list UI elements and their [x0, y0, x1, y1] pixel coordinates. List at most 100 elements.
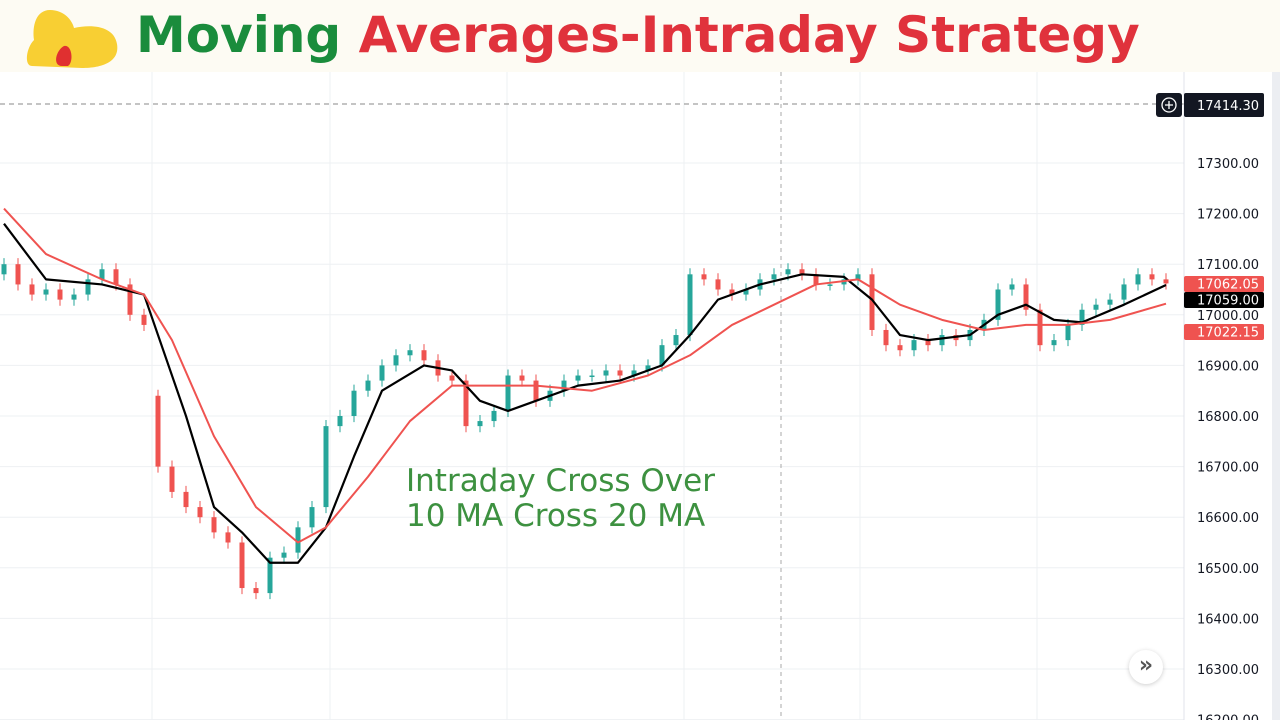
scroll-to-realtime-button[interactable]: »	[1129, 650, 1163, 684]
candle-up	[71, 294, 77, 300]
candle-up	[505, 375, 511, 411]
candle-down	[463, 380, 469, 427]
candle-down	[1149, 274, 1155, 280]
candle-up	[85, 279, 91, 295]
candle-up	[1093, 304, 1099, 310]
candle-up	[99, 269, 105, 280]
candle-up	[267, 557, 273, 594]
annotation-line-1: Intraday Cross Over	[406, 463, 715, 499]
title-banner	[0, 0, 1280, 72]
page-title: Moving Averages-Intraday Strategy	[136, 6, 1140, 64]
candle-up	[281, 552, 287, 558]
candle-up	[309, 507, 315, 528]
plus-circle-icon	[1161, 97, 1177, 113]
candle-down	[1023, 284, 1029, 310]
candle-up	[743, 289, 749, 295]
candle-up	[491, 410, 497, 422]
candle-up	[365, 380, 371, 391]
price-label-box	[1184, 324, 1264, 340]
candle-down	[813, 274, 819, 285]
candle-down	[113, 269, 119, 285]
title-part-green: Moving	[136, 6, 342, 64]
price-axis	[1184, 72, 1280, 720]
candle-up	[911, 340, 917, 351]
ma20-line	[3, 207, 1167, 544]
candle-down	[533, 380, 539, 401]
crosshair-price-label	[1184, 93, 1264, 117]
candle-down	[449, 375, 455, 381]
candle-down	[925, 340, 931, 346]
candle-up	[379, 365, 385, 381]
y-tick-label: 16900.00	[1197, 359, 1259, 374]
candle-down	[701, 274, 707, 280]
candle-up	[673, 335, 679, 346]
candle-up	[771, 274, 777, 280]
candle-up	[939, 335, 945, 346]
candle-up	[1135, 274, 1141, 285]
candle-down	[29, 284, 35, 295]
candle-up	[659, 345, 665, 366]
y-tick-label: 17100.00	[1197, 258, 1259, 273]
y-tick-label: 16700.00	[1197, 461, 1259, 476]
candle-down	[141, 314, 147, 325]
candle-up	[995, 289, 1001, 320]
candle-up	[477, 421, 483, 427]
candle-down	[729, 289, 735, 295]
y-tick-label: 17300.00	[1197, 157, 1259, 172]
price-label-text: 17059.00	[1197, 294, 1259, 309]
candle-down	[421, 350, 427, 361]
y-tick-label: 16400.00	[1197, 612, 1259, 627]
y-tick-label: 17200.00	[1197, 208, 1259, 223]
y-tick-label: 16600.00	[1197, 511, 1259, 526]
annotation-line-2: 10 MA Cross 20 MA	[406, 498, 706, 534]
candle-down	[253, 588, 259, 594]
candle-down	[127, 284, 133, 315]
candle-down	[211, 517, 217, 533]
logo-icon	[26, 10, 118, 68]
price-label-text: 17062.05	[1197, 278, 1259, 293]
candle-up	[1079, 309, 1085, 325]
y-tick-label: 16300.00	[1197, 663, 1259, 678]
candle-up	[561, 380, 567, 391]
candle-up	[855, 274, 861, 280]
candle-up	[1009, 284, 1015, 290]
y-tick-label: 17000.00	[1197, 309, 1259, 324]
candle-down	[183, 491, 189, 508]
candle-up	[337, 416, 343, 427]
candle-down	[197, 507, 203, 518]
y-tick-label: 16500.00	[1197, 562, 1259, 577]
candle-up	[43, 289, 49, 295]
price-label-box	[1184, 292, 1264, 308]
candle-down	[15, 264, 21, 285]
plus-icon	[1165, 101, 1173, 109]
candle-up	[1121, 284, 1127, 300]
candle-down	[869, 274, 875, 330]
candle-up	[687, 274, 693, 336]
price-label-text: 17022.15	[1197, 326, 1259, 341]
candle-up	[1051, 340, 1057, 346]
candle-up	[575, 375, 581, 381]
candle-down	[519, 375, 525, 381]
candle-up	[295, 527, 301, 553]
candle-down	[225, 532, 231, 543]
price-label-box	[1184, 276, 1264, 292]
title-part-red: Averages-Intraday Strategy	[358, 6, 1140, 64]
y-tick-label: 16800.00	[1197, 410, 1259, 425]
candle-down	[617, 370, 623, 376]
candle-up	[323, 426, 329, 508]
candle-up	[351, 390, 357, 416]
candle-up	[785, 269, 791, 275]
candle-up	[631, 370, 637, 376]
candle-down	[799, 269, 805, 275]
candle-up	[1065, 324, 1071, 341]
candle-up	[645, 365, 651, 371]
price-axis-scrollbar	[1272, 72, 1280, 720]
candle-up	[393, 355, 399, 366]
candle-up	[589, 375, 595, 378]
double-chevron-right-icon: »	[1138, 653, 1154, 678]
candle-down	[1037, 309, 1043, 346]
candle-up	[603, 370, 609, 376]
candle-down	[715, 279, 721, 290]
candle-down	[897, 345, 903, 351]
